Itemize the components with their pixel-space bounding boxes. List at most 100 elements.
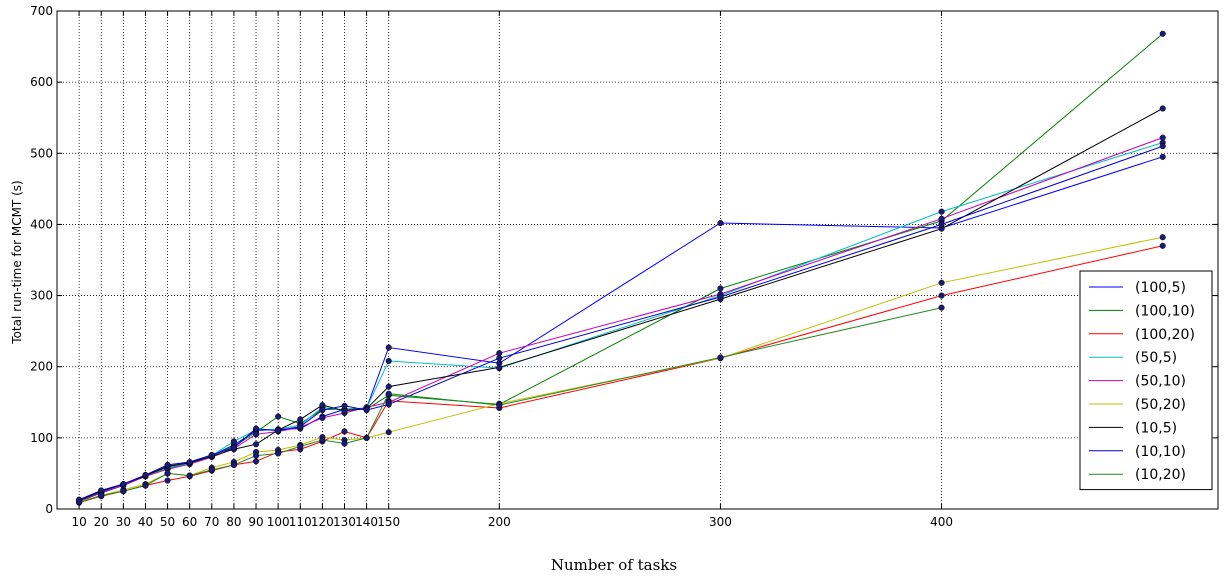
data-point	[938, 221, 945, 228]
x-axis-label: Number of tasks	[551, 556, 677, 574]
x-axis-ticks: 10 20 30 40 50 60 70 80 90 100 110 120 130 140 150 200 3…	[71, 11, 953, 529]
x-tick-label: 300	[709, 515, 732, 529]
data-point	[252, 431, 260, 438]
data-point	[319, 436, 326, 444]
legend-label: (100,10)	[1135, 303, 1195, 319]
grid-layer	[57, 11, 1218, 509]
data-point	[252, 458, 260, 465]
x-tick-label: 400	[930, 515, 953, 529]
data-point	[142, 482, 149, 489]
data-point	[938, 208, 945, 215]
data-point	[496, 364, 503, 371]
data-point	[1159, 134, 1166, 141]
data-point	[297, 423, 304, 430]
data-point	[230, 438, 237, 445]
data-point	[1159, 242, 1166, 249]
data-point	[208, 451, 215, 458]
data-point	[385, 383, 392, 390]
data-point	[341, 402, 348, 409]
data-point	[717, 293, 724, 301]
y-tick-label: 600	[30, 75, 53, 89]
data-point	[385, 390, 392, 397]
x-tick-label: 30	[116, 515, 131, 529]
x-tick-label: 110	[289, 515, 312, 529]
data-point	[938, 304, 945, 311]
legend: (100,5) (100,10) (100,20) (50,5) (50,10) (50,…	[1079, 270, 1213, 491]
legend-label: (50,10)	[1135, 374, 1186, 390]
data-point	[1159, 143, 1166, 150]
data-point	[938, 292, 945, 299]
data-point	[717, 219, 724, 227]
data-point	[208, 466, 215, 473]
data-point	[120, 488, 127, 495]
data-point	[142, 471, 149, 478]
data-point	[230, 461, 237, 468]
x-tick-label: 20	[94, 515, 109, 529]
data-point	[186, 472, 193, 479]
data-point	[1159, 234, 1166, 241]
plot-frame	[56, 10, 1219, 510]
y-axis-label: Total run-time for MCMT (s)	[10, 180, 24, 344]
data-point	[385, 429, 392, 436]
x-tick-label: 60	[182, 515, 197, 529]
y-tick-label: 400	[30, 217, 53, 231]
data-point	[252, 441, 260, 448]
data-point	[341, 440, 348, 447]
data-point	[252, 425, 260, 432]
series-line-2	[78, 245, 1163, 504]
y-tick-label: 200	[30, 360, 53, 374]
data-point	[385, 401, 392, 408]
data-point	[319, 407, 326, 414]
legend-label: (50,20)	[1135, 397, 1186, 413]
data-point	[496, 355, 503, 362]
data-point	[938, 215, 945, 222]
y-tick-label: 0	[45, 502, 53, 516]
data-point	[275, 450, 282, 457]
y-axis-ticks: 0 100 200 300 400 500 600 700	[30, 4, 1218, 516]
legend-label: (10,20)	[1135, 467, 1186, 483]
data-point	[341, 428, 348, 435]
x-tick-label: 70	[204, 515, 219, 529]
series-line-7	[78, 145, 1163, 501]
legend-label: (100,5)	[1135, 280, 1186, 296]
y-tick-label: 300	[30, 289, 53, 303]
series-line-8	[78, 307, 942, 504]
x-tick-label: 100	[267, 515, 290, 529]
data-point	[385, 357, 392, 365]
y-tick-label: 700	[30, 4, 53, 18]
x-tick-label: 50	[160, 515, 175, 529]
data-point	[275, 427, 282, 434]
x-tick-label: 200	[488, 515, 511, 529]
legend-label: (10,5)	[1135, 420, 1177, 436]
data-point	[717, 285, 724, 292]
y-tick-label: 500	[30, 146, 53, 160]
data-point	[164, 461, 171, 468]
x-tick-label: 150	[377, 515, 400, 529]
legend-label: (10,10)	[1135, 444, 1186, 460]
data-point	[1159, 30, 1166, 37]
data-point	[297, 443, 304, 450]
x-tick-label: 140	[355, 515, 378, 529]
legend-label: (50,5)	[1135, 350, 1177, 366]
data-point	[938, 279, 945, 286]
data-point	[164, 477, 171, 484]
data-point	[319, 414, 326, 421]
series-line-5	[78, 236, 1163, 503]
x-tick-label: 120	[311, 515, 334, 529]
data-point	[275, 413, 282, 420]
y-tick-label: 100	[30, 431, 53, 445]
data-point	[297, 416, 304, 423]
data-point	[363, 407, 370, 414]
x-tick-label: 90	[248, 515, 263, 529]
data-point	[230, 444, 237, 451]
data-point	[363, 434, 370, 441]
data-point	[1159, 105, 1166, 112]
data-point	[385, 344, 392, 351]
x-tick-label: 80	[226, 515, 241, 529]
legend-label: (100,20)	[1135, 327, 1195, 343]
x-tick-label: 40	[138, 515, 153, 529]
x-tick-label: 130	[333, 515, 356, 529]
series-layer	[76, 30, 1166, 506]
data-point	[252, 452, 260, 459]
